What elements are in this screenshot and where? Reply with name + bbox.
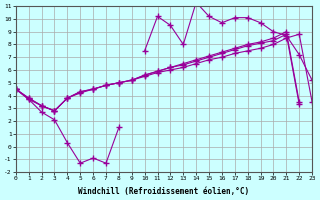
X-axis label: Windchill (Refroidissement éolien,°C): Windchill (Refroidissement éolien,°C) <box>78 187 250 196</box>
